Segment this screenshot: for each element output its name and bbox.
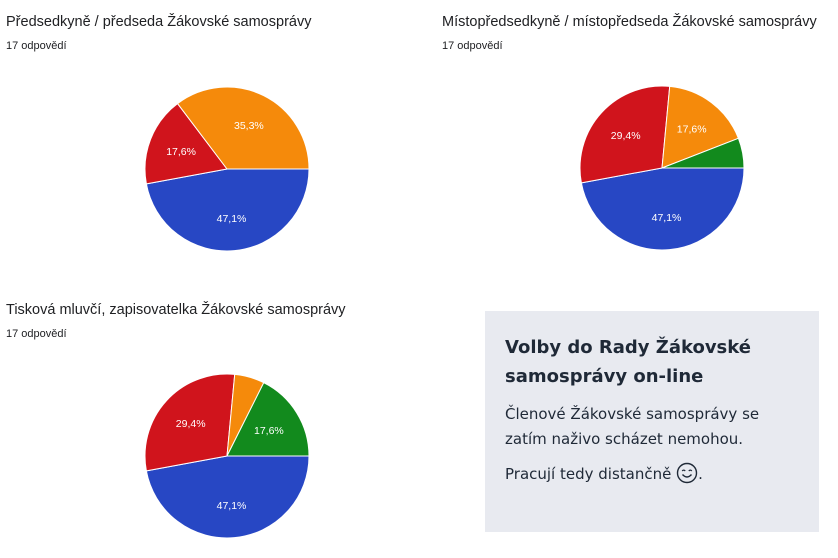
pie-svg: 47,1% 17,6% 35,3% (144, 86, 310, 252)
chart-response-count: 17 odpovědí (6, 40, 67, 52)
slice-label: 17,6% (677, 124, 707, 136)
pie-slice (144, 102, 228, 185)
pie-chart-vice-president: Místopředsedkyně / místopředseda Žákovsk… (422, 0, 838, 277)
pie-slice (145, 455, 310, 539)
slice-label: 29,4% (176, 418, 206, 430)
pie-chart-president: Předsedkyně / předseda Žákovské samosprá… (0, 0, 419, 285)
chart-response-count: 17 odpovědí (6, 328, 67, 340)
pie-slice (145, 168, 310, 252)
slice-label: 47,1% (217, 213, 247, 225)
info-card-text: Členové Žákovské samosprávy se zatím naž… (505, 405, 760, 448)
chart-title: Tisková mluvčí, zapisovatelka Žákovské s… (6, 302, 346, 318)
pie-slice (176, 86, 310, 170)
pie-slice (661, 85, 740, 169)
pie-slice (226, 382, 310, 457)
info-card-remark: Pracují tedy distančně . (505, 462, 799, 487)
chart-title: Předsedkyně / předseda Žákovské samosprá… (6, 14, 312, 30)
slice-label: 17,6% (254, 425, 284, 437)
pie-svg: 47,1% 29,4% 17,6% (579, 85, 745, 251)
slice-label: 35,3% (234, 120, 264, 132)
slice-label: 17,6% (166, 146, 196, 158)
pie-chart-spokesperson: Tisková mluvčí, zapisovatelka Žákovské s… (0, 288, 419, 558)
slice-label: 47,1% (217, 500, 247, 512)
slice-label: 47,1% (652, 212, 682, 224)
smiling-face-icon (676, 462, 698, 484)
chart-response-count: 17 odpovědí (442, 40, 503, 52)
pie-slice (580, 167, 745, 251)
slice-label: 29,4% (611, 130, 641, 142)
pie-slice (579, 85, 671, 184)
info-card-remark-end: . (698, 465, 703, 483)
chart-title: Místopředsedkyně / místopředseda Žákovsk… (442, 14, 817, 30)
pie-slice (144, 373, 236, 472)
pie-slice (661, 137, 745, 169)
info-card: Volby do Rady Žákovské samosprávy on-lin… (485, 311, 819, 532)
info-card-remark-text: Pracují tedy distančně (505, 465, 672, 483)
info-card-title: Volby do Rady Žákovské samosprávy on-lin… (505, 337, 751, 387)
pie-svg: 47,1% 29,4% 17,6% (144, 373, 310, 539)
